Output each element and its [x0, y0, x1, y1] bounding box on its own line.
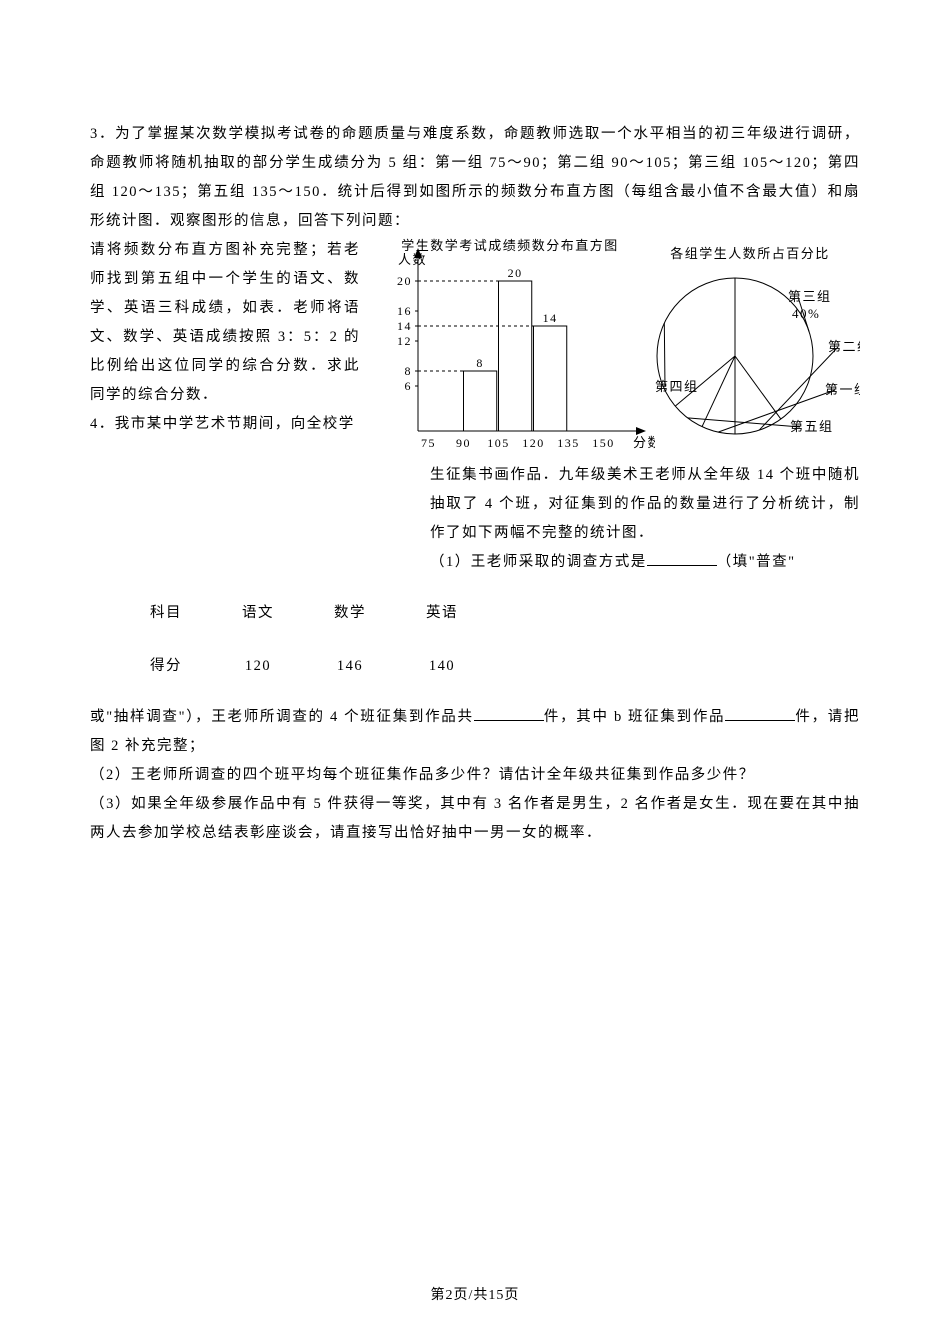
q4-sub1-right: （1）王老师采取的调查方式是 （填"普查" — [430, 548, 860, 577]
q3-request: 请将频数分布直方图补充完整；若老师找到第五组中一个学生的语文、数学、英语三科成绩… — [90, 236, 365, 410]
blank-total-works — [474, 706, 544, 722]
svg-text:6: 6 — [405, 379, 413, 393]
th-math: 数学 — [304, 587, 396, 640]
svg-text:第四组: 第四组 — [655, 379, 699, 394]
cont-b: 件，其中 b 班征集到作品 — [544, 709, 726, 725]
blank-b-works — [725, 706, 795, 722]
svg-text:40%: 40% — [792, 306, 820, 321]
q4-lead: 4．我市某中学艺术节期间，向全校学 — [90, 410, 365, 439]
svg-text:第二组: 第二组 — [828, 339, 860, 354]
charts-container: 学生数学考试成绩频数分布直方图人数68121416207590105120135… — [370, 236, 860, 461]
svg-text:150: 150 — [592, 436, 615, 450]
svg-text:75: 75 — [421, 436, 436, 450]
q4-continuation: 或"抽样调查"），王老师所调查的 4 个班征集到作品共 件，其中 b 班征集到作品… — [90, 703, 860, 761]
svg-text:第五组: 第五组 — [790, 419, 834, 434]
th-subject: 科目 — [120, 587, 212, 640]
score-table: 科目 语文 数学 英语 得分 120 146 140 — [120, 587, 488, 693]
cont-a: 或"抽样调查"），王老师所调查的 4 个班征集到作品共 — [90, 709, 474, 725]
svg-text:第一组: 第一组 — [825, 382, 860, 397]
pie-chart: 各组学生人数所占百分比第三组 40% 第二组第一组第五组 第四组 — [640, 236, 860, 461]
svg-text:20: 20 — [397, 274, 412, 288]
td-label: 得分 — [120, 640, 212, 693]
histogram-chart: 学生数学考试成绩频数分布直方图人数68121416207590105120135… — [370, 236, 655, 461]
blank-survey-type — [647, 551, 717, 567]
svg-text:14: 14 — [543, 311, 558, 325]
svg-text:12: 12 — [397, 334, 412, 348]
svg-text:学生数学考试成绩频数分布直方图: 学生数学考试成绩频数分布直方图 — [401, 238, 619, 253]
th-chinese: 语文 — [212, 587, 304, 640]
svg-text:14: 14 — [397, 319, 412, 333]
td-chinese: 120 — [212, 640, 304, 693]
svg-text:第三组: 第三组 — [788, 289, 832, 304]
page-footer: 第2页/共15页 — [0, 1284, 950, 1304]
td-english: 140 — [396, 640, 488, 693]
th-english: 英语 — [396, 587, 488, 640]
svg-text:各组学生人数所占百分比: 各组学生人数所占百分比 — [670, 246, 830, 261]
svg-text:120: 120 — [522, 436, 545, 450]
q4-sub2: （2）王老师所调查的四个班平均每个班征集作品多少件？请估计全年级共征集到作品多少… — [90, 761, 860, 790]
svg-text:8: 8 — [405, 364, 413, 378]
q3-intro: 3．为了掌握某次数学模拟考试卷的命题质量与难度系数，命题教师选取一个水平相当的初… — [90, 120, 860, 236]
sub1-b: （填"普查" — [717, 554, 796, 570]
svg-text:人数: 人数 — [398, 252, 427, 267]
svg-text:135: 135 — [557, 436, 580, 450]
svg-text:20: 20 — [508, 266, 523, 280]
table-row: 得分 120 146 140 — [120, 640, 488, 693]
svg-text:8: 8 — [476, 356, 484, 370]
table-row: 科目 语文 数学 英语 — [120, 587, 488, 640]
q4-right-tail: 生征集书画作品．九年级美术王老师从全年级 14 个班中随机抽取了 4 个班，对征… — [430, 461, 860, 548]
svg-text:16: 16 — [397, 304, 412, 318]
sub1-a: （1）王老师采取的调查方式是 — [430, 554, 647, 570]
td-math: 146 — [304, 640, 396, 693]
svg-text:105: 105 — [487, 436, 510, 450]
svg-text:90: 90 — [456, 436, 471, 450]
q4-sub3: （3）如果全年级参展作品中有 5 件获得一等奖，其中有 3 名作者是男生，2 名… — [90, 790, 860, 848]
